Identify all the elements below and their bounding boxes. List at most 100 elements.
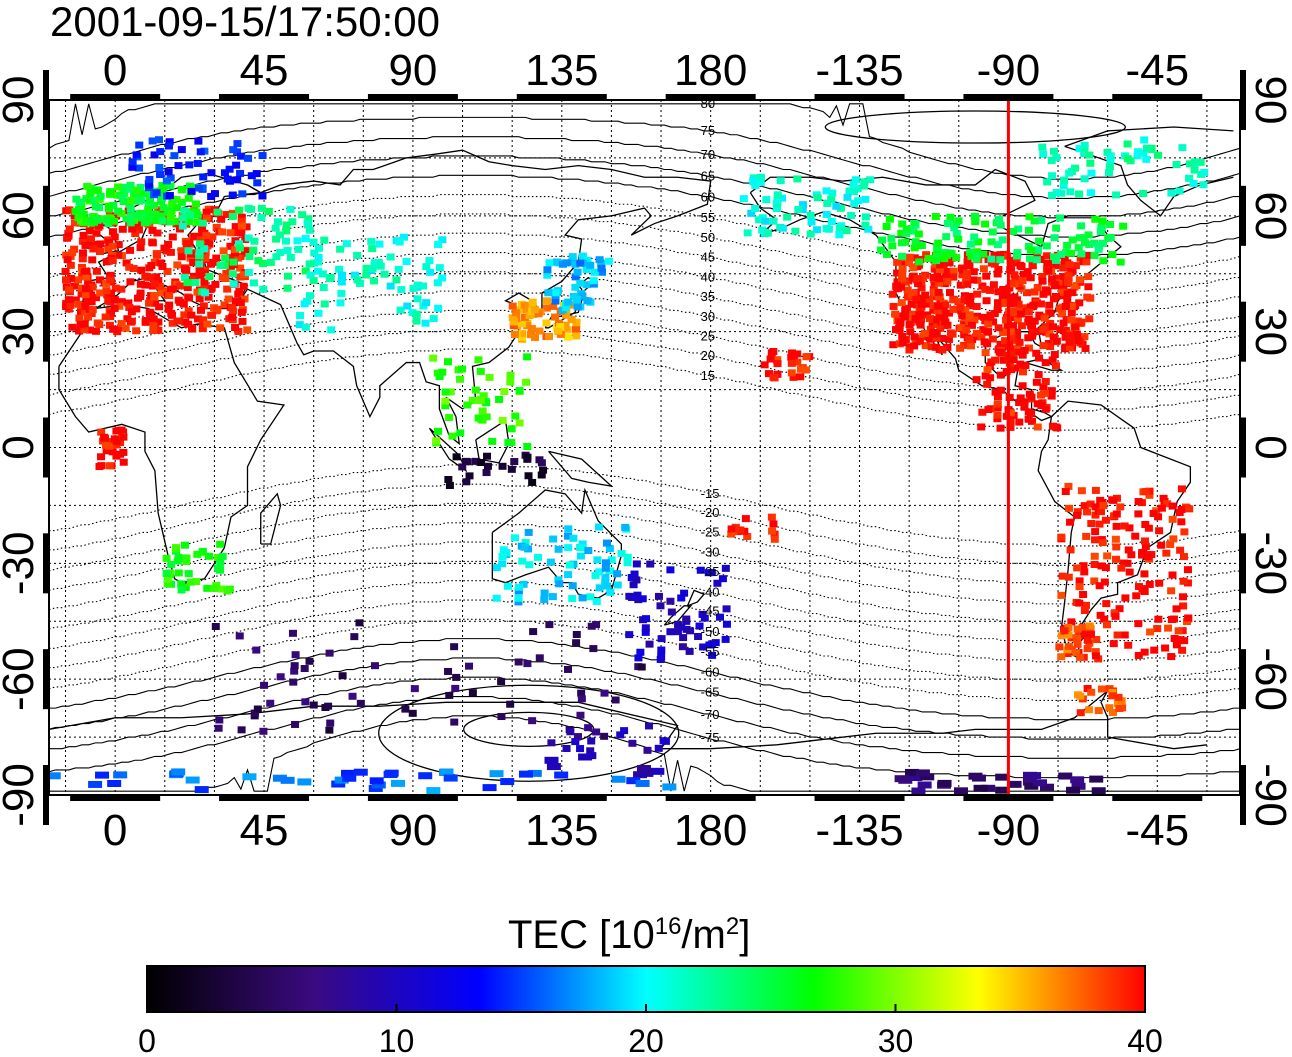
tec-point xyxy=(408,309,417,317)
tec-point xyxy=(576,552,585,560)
tec-point xyxy=(1002,412,1011,420)
tec-point xyxy=(1066,518,1075,526)
tec-point xyxy=(682,615,691,623)
tec-point xyxy=(917,242,926,250)
tec-point xyxy=(516,306,525,314)
tec-point xyxy=(1084,231,1093,239)
tec-point xyxy=(1019,270,1028,278)
tec-point xyxy=(305,292,314,300)
tec-point xyxy=(82,267,91,275)
tec-point xyxy=(199,316,208,324)
tec-point xyxy=(1033,327,1042,335)
tec-point xyxy=(562,311,571,319)
tec-point xyxy=(1123,155,1132,163)
tec-point xyxy=(435,264,444,272)
tec-point xyxy=(576,711,585,719)
tec-point xyxy=(320,236,329,244)
tec-point xyxy=(554,259,563,267)
tec-point xyxy=(1075,190,1084,198)
tec-point xyxy=(767,513,776,521)
tec-point xyxy=(1091,648,1100,656)
tec-point xyxy=(1094,707,1103,715)
tec-point xyxy=(907,300,916,308)
tec-point xyxy=(987,255,996,263)
tec-point xyxy=(77,284,86,292)
tec-point xyxy=(474,356,483,364)
tec-point xyxy=(234,327,243,335)
tec-point xyxy=(981,372,990,380)
tec-point xyxy=(184,320,193,328)
tec-point xyxy=(970,316,979,324)
tec-point xyxy=(931,213,940,221)
tec-point xyxy=(990,310,999,318)
tec-point xyxy=(641,624,650,632)
tec-point xyxy=(479,392,488,400)
tec-point xyxy=(787,353,796,361)
tec-point xyxy=(510,534,519,542)
tec-point xyxy=(341,769,356,777)
tec-point xyxy=(111,284,120,292)
tec-point xyxy=(1024,242,1033,250)
tec-point xyxy=(981,349,990,357)
tec-point xyxy=(309,277,318,285)
tec-point xyxy=(207,169,216,177)
tec-point xyxy=(967,252,976,260)
tec-point xyxy=(221,275,230,283)
tec-point xyxy=(993,404,1002,412)
tec-point xyxy=(177,586,186,594)
tec-point xyxy=(240,271,249,279)
mlat-contour-label: 15 xyxy=(701,368,715,383)
tec-point xyxy=(81,285,90,293)
tec-point xyxy=(482,784,497,792)
tec-point xyxy=(1167,653,1176,661)
tec-point xyxy=(1116,503,1125,511)
tec-point xyxy=(876,246,885,254)
tec-point xyxy=(905,346,914,354)
frame-tick-top xyxy=(1112,94,1203,100)
tec-point xyxy=(368,265,377,273)
tec-point xyxy=(1083,636,1092,644)
tec-point xyxy=(421,319,430,327)
tec-point xyxy=(539,466,548,474)
tec-point xyxy=(252,646,261,654)
bottom-longitude-labels: 0 45 90 135 180 -135 -90 -45 xyxy=(103,806,1189,855)
tec-point xyxy=(1033,423,1042,431)
tec-point xyxy=(229,258,238,266)
tec-point xyxy=(84,313,93,321)
tec-point xyxy=(1024,782,1039,790)
tec-point xyxy=(979,250,988,258)
tec-point xyxy=(1140,648,1149,656)
tec-point xyxy=(492,564,501,572)
tec-point xyxy=(1153,625,1162,633)
tec-point xyxy=(997,349,1006,357)
tec-point xyxy=(1143,553,1152,561)
tec-point xyxy=(1076,709,1085,717)
tec-point xyxy=(463,401,472,409)
tec-point xyxy=(118,183,127,191)
tec-point xyxy=(1111,612,1120,620)
tec-point xyxy=(903,293,912,301)
tec-point xyxy=(117,285,126,293)
tec-point xyxy=(1006,260,1015,268)
tec-point xyxy=(240,247,249,255)
tec-point xyxy=(104,297,113,305)
tec-point xyxy=(451,684,460,692)
frame-tick-top xyxy=(814,94,905,100)
tec-point xyxy=(314,267,323,275)
tec-point xyxy=(801,366,810,374)
tec-point xyxy=(336,299,345,307)
tec-point xyxy=(1127,551,1136,559)
tec-point xyxy=(654,592,663,600)
tec-point xyxy=(917,284,926,292)
tec-point xyxy=(595,523,604,531)
tec-point xyxy=(845,187,854,195)
tec-point xyxy=(996,386,1005,394)
tec-point xyxy=(465,662,474,670)
tec-point xyxy=(89,245,98,253)
tec-point xyxy=(252,170,261,178)
tec-point xyxy=(573,268,582,276)
tec-point xyxy=(444,667,453,675)
tec-point xyxy=(249,279,258,287)
tec-point xyxy=(167,286,176,294)
tec-point xyxy=(66,261,75,269)
